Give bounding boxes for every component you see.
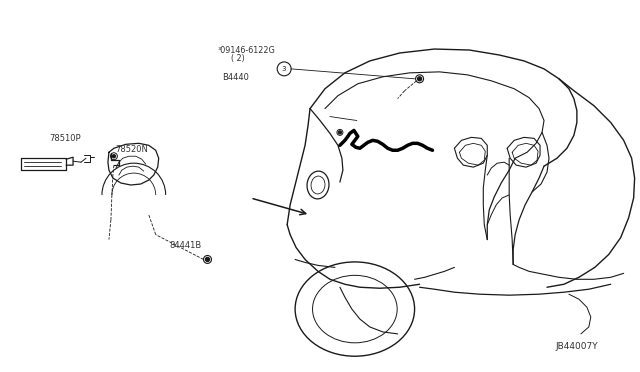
Circle shape bbox=[113, 155, 115, 158]
Text: 3: 3 bbox=[282, 66, 287, 72]
Circle shape bbox=[417, 77, 422, 81]
Text: 78510P: 78510P bbox=[49, 134, 81, 143]
Text: JB44007Y: JB44007Y bbox=[556, 342, 598, 351]
Circle shape bbox=[205, 257, 209, 262]
Text: ³09146-6122G: ³09146-6122G bbox=[218, 46, 276, 55]
Text: 84441B: 84441B bbox=[169, 241, 201, 250]
Text: ( 2): ( 2) bbox=[231, 54, 244, 63]
Text: B4440: B4440 bbox=[223, 73, 250, 81]
Text: 78520N: 78520N bbox=[115, 145, 148, 154]
Circle shape bbox=[339, 131, 341, 134]
